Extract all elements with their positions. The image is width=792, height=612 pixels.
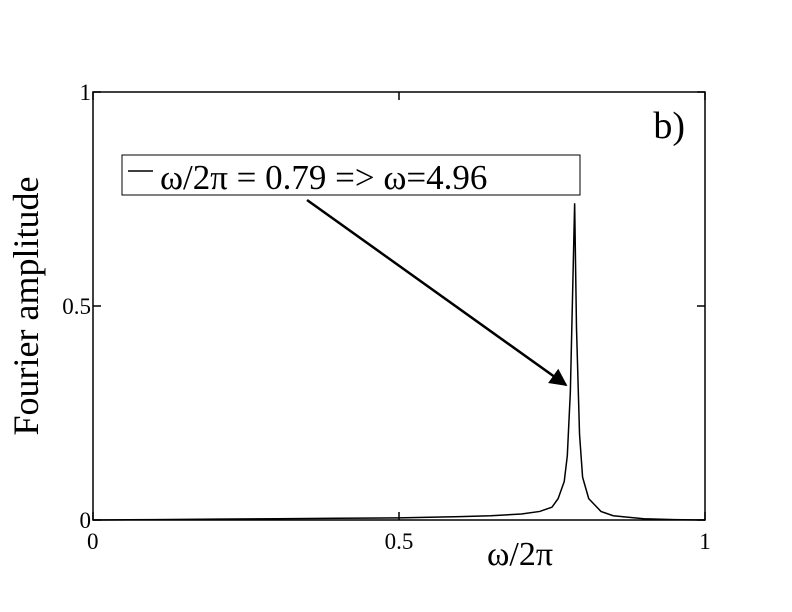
y-tick-label: 1 xyxy=(80,80,92,105)
x-axis-label: ω/2π xyxy=(487,536,553,573)
x-tick-label: 0.5 xyxy=(385,529,414,554)
annotation-arrow xyxy=(306,198,568,387)
legend-box xyxy=(121,154,581,196)
legend-entry: ω/2π = 0.79 => ω=4.96 xyxy=(160,158,487,197)
y-tick-label: 0.5 xyxy=(62,294,91,319)
x-tick-label: 1 xyxy=(699,529,711,554)
legend: ω/2π = 0.79 => ω=4.96 xyxy=(121,154,581,197)
panel-label: b) xyxy=(653,105,685,147)
y-tick-label: 0 xyxy=(80,508,92,533)
data-line xyxy=(92,203,706,521)
y-axis-label: Fourier amplitude xyxy=(6,177,46,436)
x-tick-label: 0 xyxy=(87,529,99,554)
